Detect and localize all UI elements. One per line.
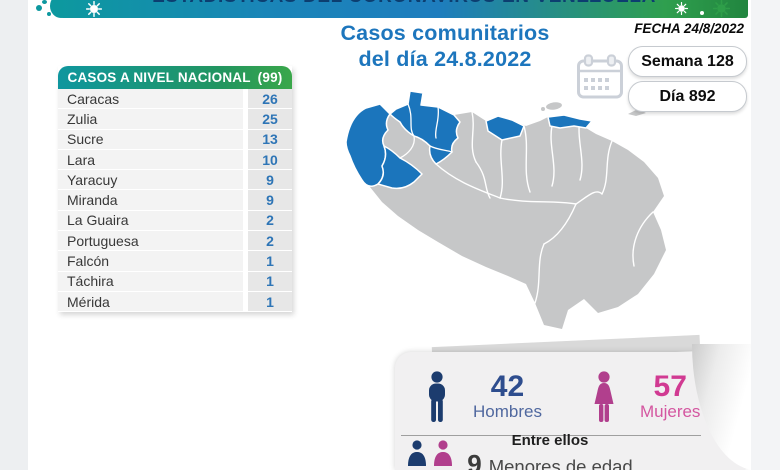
male-icon: [429, 371, 445, 422]
state-name: Lara: [58, 149, 243, 170]
state-cases: 9: [248, 190, 292, 210]
table-row: Mérida 1: [58, 291, 292, 313]
table-row: La Guaira 2: [58, 210, 292, 232]
menores-line: 9 Menores de edad: [455, 449, 645, 470]
child-bust-icon-navy: [408, 440, 426, 466]
map-region-caracas-laguaira-miranda: [485, 115, 525, 141]
page-title-line2: del día 24.8.2022: [358, 47, 532, 71]
card-divider: [401, 435, 701, 436]
menores-intro: Entre ellos: [511, 432, 589, 449]
state-cases: 13: [248, 129, 292, 149]
state-name: Sucre: [58, 129, 243, 149]
state-name: Miranda: [58, 190, 243, 210]
column-gutter: [243, 190, 248, 210]
page-title-line1: Casos comunitarios: [340, 21, 550, 45]
column-gutter: [243, 129, 248, 149]
column-gutter: [243, 89, 248, 109]
table-row: Falcón 1: [58, 251, 292, 272]
column-gutter: [243, 251, 248, 271]
decor-dot: [47, 12, 51, 16]
state-cases: 1: [248, 291, 292, 312]
decor-dot: [36, 5, 42, 11]
state-name: La Guaira: [58, 210, 243, 231]
map-cluster-borders: [399, 103, 453, 159]
map-region-sucre: [547, 114, 593, 129]
column-gutter: [243, 210, 248, 231]
mujeres-value: 57: [653, 370, 687, 403]
hombres-label: Hombres: [473, 402, 542, 421]
state-cases: 1: [248, 271, 292, 291]
table-row: Portuguesa 2: [58, 231, 292, 252]
table-row: Caracas 26: [58, 89, 292, 110]
virus-icon: [713, 0, 730, 17]
state-cases: 26: [248, 89, 292, 109]
decor-dot: [700, 11, 704, 15]
table-row: Lara 10: [58, 149, 292, 171]
state-name: Caracas: [58, 89, 243, 109]
venezuela-map: [345, 90, 666, 329]
state-name: Falcón: [58, 251, 243, 271]
state-name: Yaracuy: [58, 170, 243, 190]
hombres-value: 42: [490, 370, 525, 403]
page-title: Casos comunitarios del día 24.8.2022: [295, 20, 595, 72]
fecha-label: FECHA 24/8/2022: [634, 21, 744, 36]
state-name: Táchira: [58, 271, 243, 291]
menores-value: 9: [467, 449, 482, 470]
cases-table: CASOS A NIVEL NACIONAL (99) Caracas 26 Zu…: [58, 66, 292, 313]
table-row: Sucre 13: [58, 129, 292, 150]
table-row: Zulia 25: [58, 109, 292, 130]
dia-badge: Día 892: [628, 81, 747, 112]
column-gutter: [243, 170, 248, 190]
map-highlighted-states: [345, 90, 593, 190]
top-banner: ESTADÍSTICAS DEL CORONAVIRUS EN VENEZUEL…: [60, 0, 748, 18]
mujeres-stat: 57 Mujeres: [640, 372, 700, 422]
virus-icon: [86, 1, 102, 17]
cases-table-title: CASOS A NIVEL NACIONAL: [67, 70, 251, 85]
state-name: Portuguesa: [58, 231, 243, 251]
children-icons: [407, 440, 453, 466]
table-row: Yaracuy 9: [58, 170, 292, 191]
table-row: Táchira 1: [58, 271, 292, 292]
menores-label: Menores de edad: [488, 456, 633, 470]
state-cases: 10: [248, 149, 292, 170]
semana-badge: Semana 128: [628, 46, 747, 77]
virus-icon: [675, 2, 688, 15]
state-cases: 2: [248, 231, 292, 251]
state-cases: 1: [248, 251, 292, 271]
map-region-tachira-merida: [377, 145, 423, 190]
column-gutter: [243, 271, 248, 291]
map-state-borders: [435, 111, 654, 304]
column-gutter: [243, 291, 248, 312]
hombres-stat: 42 Hombres: [473, 372, 542, 422]
state-name: Mérida: [58, 291, 243, 312]
child-bust-icon-pink: [434, 440, 452, 466]
map-region-falcon-lara-yaracuy-portuguesa: [389, 90, 461, 165]
page-margin-right: [751, 0, 780, 470]
column-gutter: [243, 231, 248, 251]
page-margin-left: [0, 0, 28, 470]
table-row: Miranda 9: [58, 190, 292, 211]
female-icon: [594, 371, 614, 422]
map-base-landmass: [346, 91, 666, 329]
banner-title: ESTADÍSTICAS DEL CORONAVIRUS EN VENEZUEL…: [60, 0, 748, 8]
state-cases: 9: [248, 170, 292, 190]
state-cases: 25: [248, 109, 292, 129]
column-gutter: [243, 109, 248, 129]
cases-table-header: CASOS A NIVEL NACIONAL (99): [58, 66, 292, 89]
calendar-icon: [577, 54, 623, 99]
column-gutter: [243, 149, 248, 170]
decor-dot: [42, 0, 47, 4]
gender-stats-row: 42 Hombres 57 Mujeres: [395, 352, 745, 429]
gender-stats-card: 42 Hombres 57 Mujeres: [395, 352, 745, 470]
cases-table-total: (99): [257, 70, 283, 85]
mujeres-label: Mujeres: [639, 402, 701, 421]
menores-stat: Entre ellos 9 Menores de edad: [455, 432, 645, 470]
state-name: Zulia: [58, 109, 243, 129]
state-cases: 2: [248, 210, 292, 231]
